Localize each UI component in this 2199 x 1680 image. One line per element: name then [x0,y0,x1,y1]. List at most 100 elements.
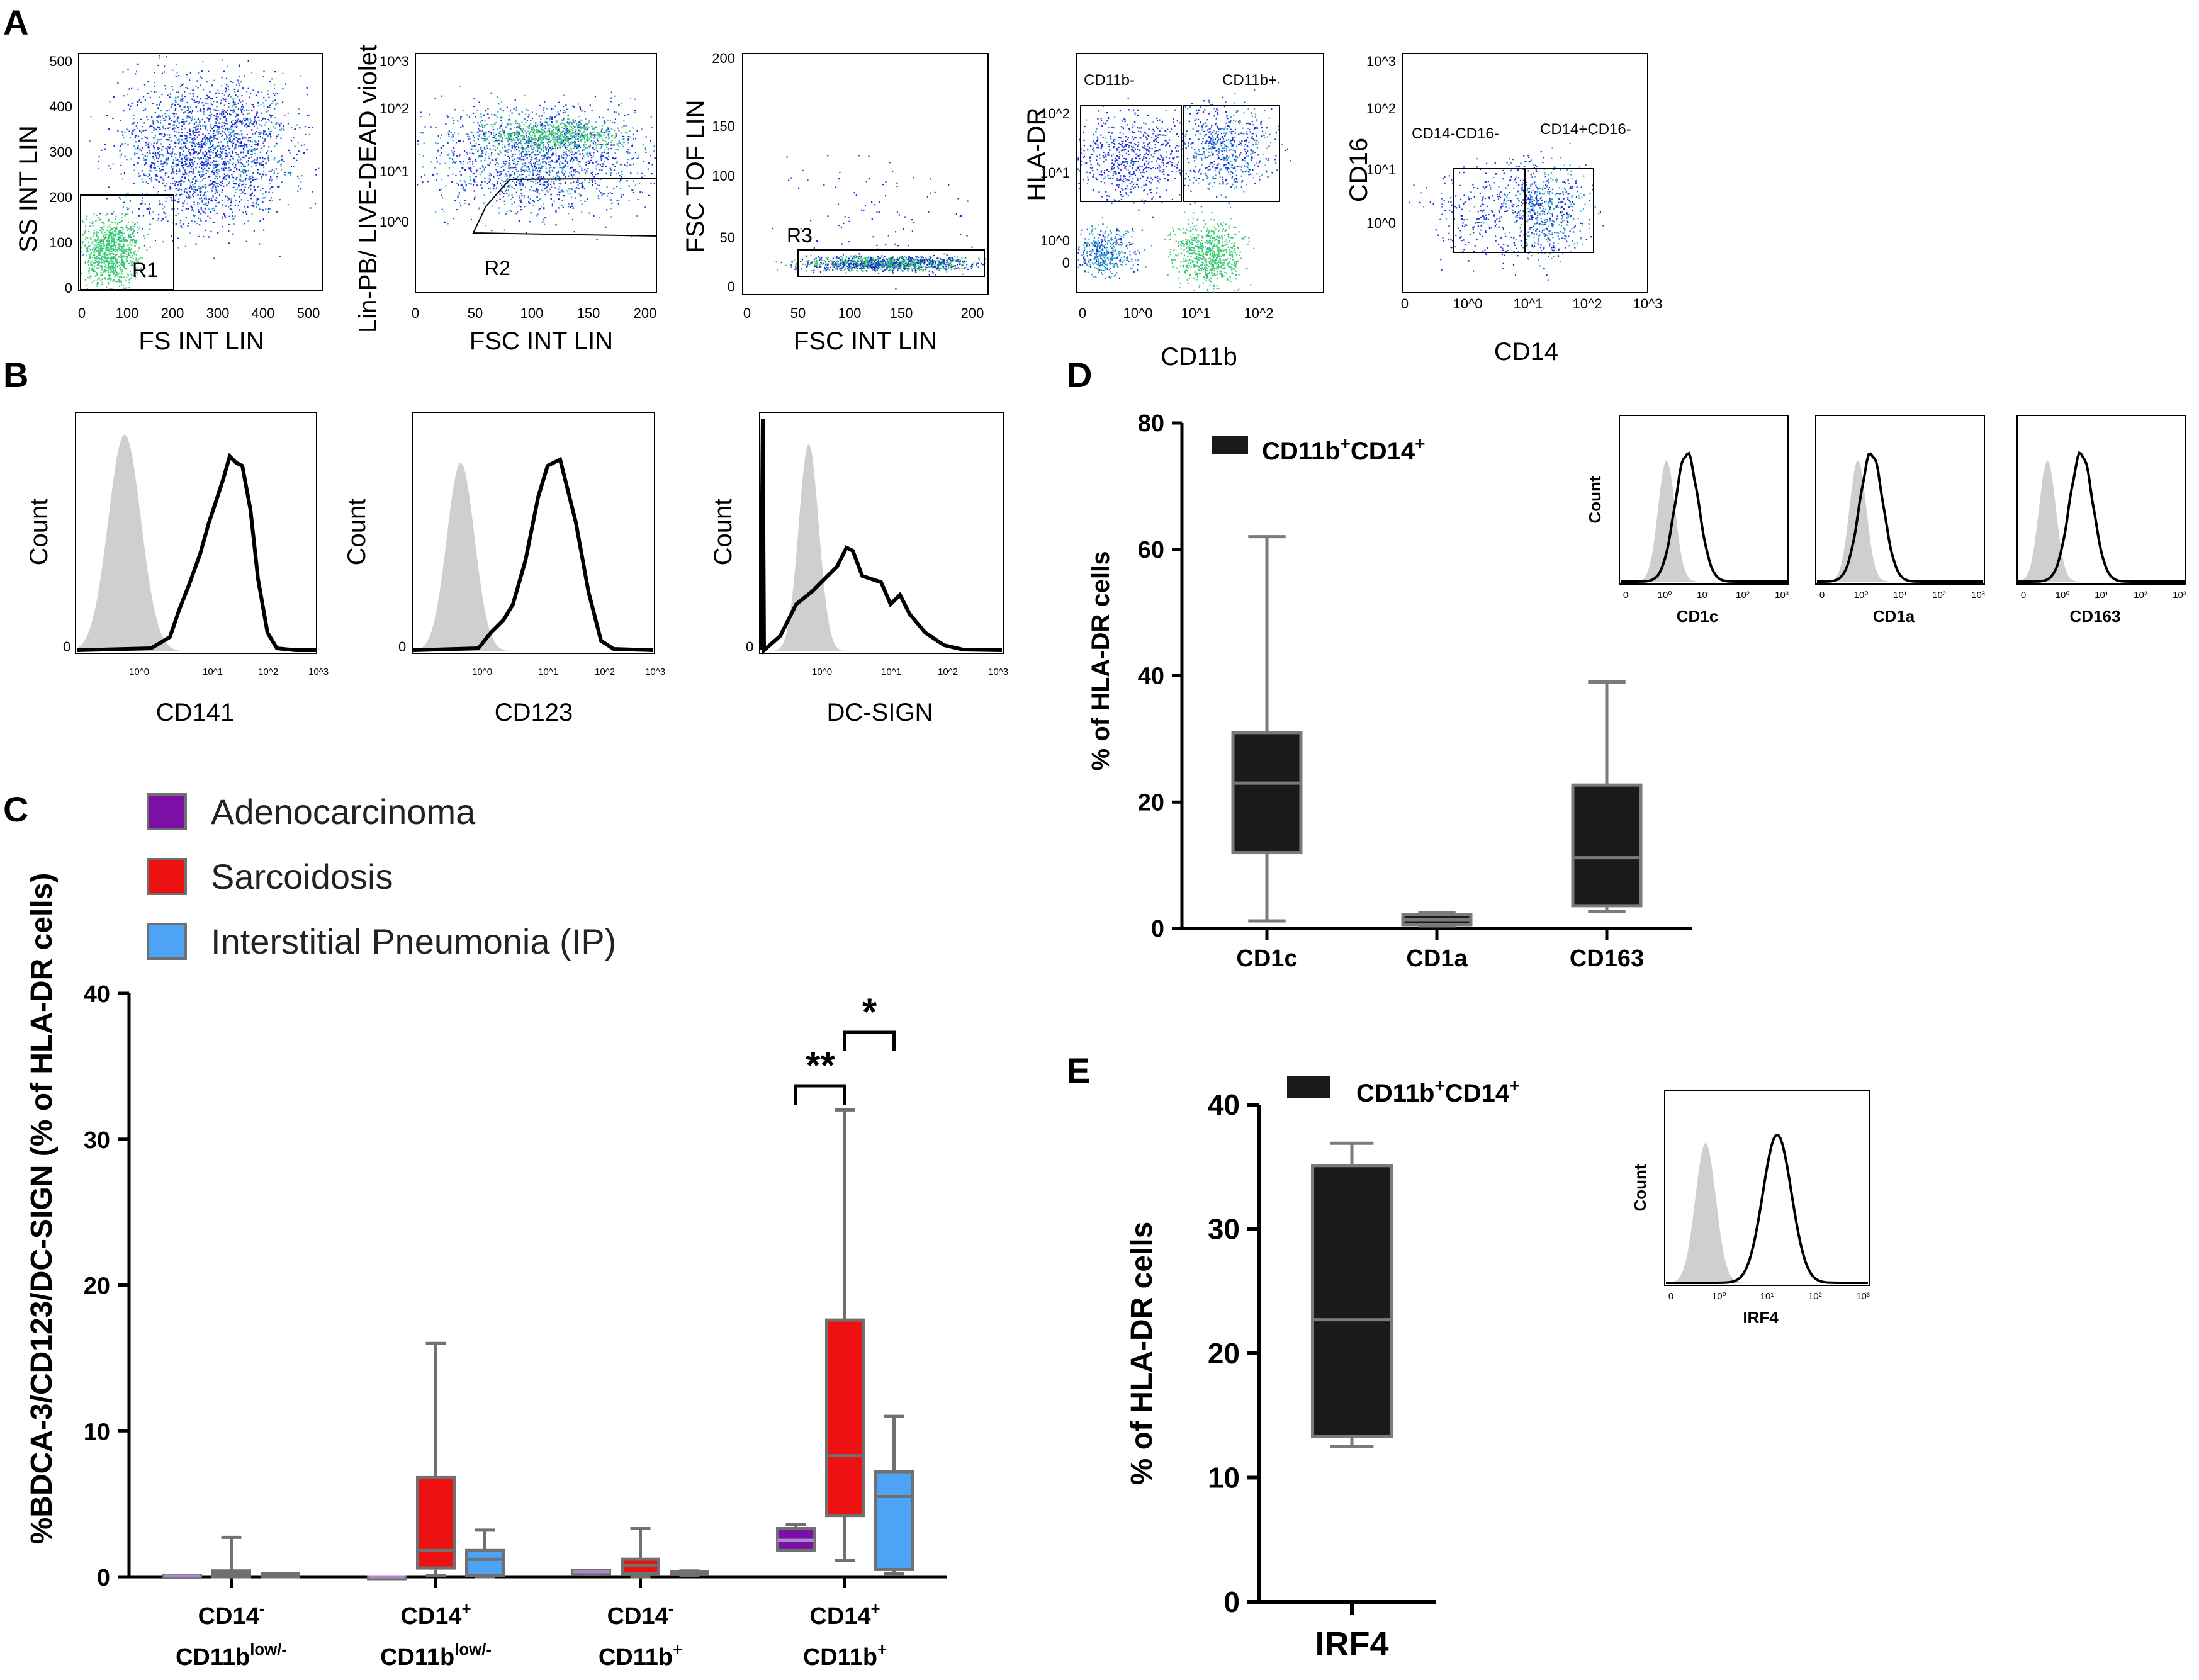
y-tick-label: 40 [84,981,110,1008]
y-tick: 10^3 [1366,54,1396,69]
panel-label-b: B [3,355,28,395]
y-tick: 150 [712,118,735,134]
inset-x-tick: 10¹ [1697,590,1711,600]
y-tick: 0 [728,279,735,295]
box-sarcoidosis [211,1535,251,1579]
x-tick: 10^0 [129,667,149,677]
panel-c-chart: Adenocarcinoma Sarcoidosis Interstitial Pn… [25,792,947,1671]
x-tick: 0 [1401,296,1409,312]
sample-histogram [1621,451,1787,583]
y-tick: 10^1 [1040,165,1070,181]
significance-label: * [862,991,877,1033]
gate-label: CD14-CD16- [1412,125,1499,142]
panel-a-plot-4: CD11b- CD11b+ HLA-DR CD11b 0 10^0 10^1 1… [1023,53,1324,371]
y-tick: 10^1 [1366,162,1396,178]
y-axis-label: FSC TOF LIN [682,99,709,252]
inset-x-tick: 10¹ [2095,590,2108,600]
x-tick: 10^0 [812,667,832,677]
panel-b-plot-1: Count 0 CD141 10^0 10^1 10^2 10^3 [25,412,329,726]
x-tick: 0 [78,305,86,321]
y-tick: 100 [49,235,72,251]
box-cd1a [1401,911,1473,928]
y-tick: 50 [720,230,735,245]
x-category-label-line1: CD14+ [400,1600,471,1630]
sample-histogram [759,418,1003,655]
inset-x-tick: 10² [1808,1291,1822,1302]
y-tick-label: 20 [84,1273,110,1300]
gate-label: CD14+CD16- [1540,121,1631,138]
sample-histogram [76,453,316,652]
y-axis-label: Count [25,499,53,566]
x-category-label-line1: CD14- [607,1600,674,1630]
panel-d-chart: 0 20 40 60 80 % of HLA-DR cells CD11b+CD14+ CD1… [1087,410,2186,972]
y-tick: 0 [65,280,72,296]
x-axis-label: CD11b [1161,343,1237,371]
x-tick: 10^3 [1633,296,1662,312]
x-tick: 0 [743,305,751,321]
inset-histogram: CD163 0 10⁰ 10¹ 10² 10³ [2016,415,2186,626]
control-histogram [1621,460,1787,582]
x-tick: 10^0 [1453,296,1482,312]
gate-r1 [80,194,174,290]
control-histogram [1666,1142,1868,1283]
y-tick-label: 40 [1138,663,1164,690]
y-tick: 10^0 [1366,215,1396,231]
inset-x-tick: 10³ [1856,1291,1870,1302]
y-tick-label: 0 [1223,1586,1240,1618]
x-axis-label: CD123 [495,699,573,726]
x-axis-label: DC-SIGN [827,699,933,726]
x-category-label-line2: CD11blow/- [176,1641,287,1671]
x-category-label: IRF4 [1315,1625,1388,1663]
significance-label: ** [806,1044,835,1086]
box-interstitial [261,1572,300,1579]
inset-x-tick: 10² [2134,590,2147,600]
x-tick: 150 [577,305,600,321]
legend-label: CD11b+CD14+ [1356,1076,1519,1107]
x-tick: 10^1 [203,667,223,677]
y-tick: 10^3 [380,54,409,69]
inset-x-tick: 10² [1736,590,1750,600]
legend-label: Sarcoidosis [211,857,393,896]
legend-swatch [147,793,187,830]
inset-x-label: CD1a [1873,607,1915,626]
y-axis-label: % of HLA-DR cells [1087,551,1115,771]
x-tick: 200 [161,305,184,321]
x-category-label-line1: CD14- [198,1600,265,1630]
x-axis-label: CD141 [156,699,235,726]
x-category-label-line2: CD11blow/- [380,1641,492,1671]
x-axis-label: FS INT LIN [138,327,264,355]
x-tick: 10^3 [645,667,665,677]
legend-swatch [147,858,187,895]
x-tick: 10^2 [1244,305,1273,321]
x-category-label-line2: CD11b+ [803,1641,887,1671]
box-sarcoidosis [416,1341,456,1577]
x-tick: 10^1 [1181,305,1210,321]
sample-histogram [1666,1133,1868,1284]
gate-label: CD11b+ [1222,72,1277,89]
inset-x-label: CD163 [2070,607,2121,626]
control-histogram [761,444,1002,651]
box-sarcoidosis [621,1527,660,1579]
x-tick: 10^1 [538,667,558,677]
panel-a-plot-3: R3 FSC TOF LIN FSC INT LIN 0 50 100 150 … [682,50,989,355]
x-tick: 10^3 [988,667,1008,677]
sample-histogram [413,456,654,652]
x-tick: 50 [468,305,483,321]
y-tick-label: 10 [84,1419,110,1445]
inset-histogram: CD1c Count 0 10⁰ 10¹ 10² 10³ [1585,415,1789,626]
panel-label-d: D [1067,355,1092,395]
inset-histogram: CD1a 0 10⁰ 10¹ 10² 10³ [1815,415,1985,626]
x-category-label: CD1a [1406,945,1468,972]
y-tick: 500 [49,54,72,69]
x-category-label: CD163 [1570,945,1644,972]
x-tick: 100 [520,305,544,321]
inset-x-tick: 10² [1932,590,1946,600]
x-tick: 100 [116,305,139,321]
y-tick-label: 20 [1208,1337,1240,1370]
sample-histogram [2018,451,2185,583]
inset-x-tick: 10⁰ [1712,1291,1726,1302]
y-tick: 200 [712,50,735,66]
inset-x-tick: 10³ [2173,590,2186,600]
x-axis-label: FSC INT LIN [794,327,937,355]
gate-r2 [472,177,657,237]
